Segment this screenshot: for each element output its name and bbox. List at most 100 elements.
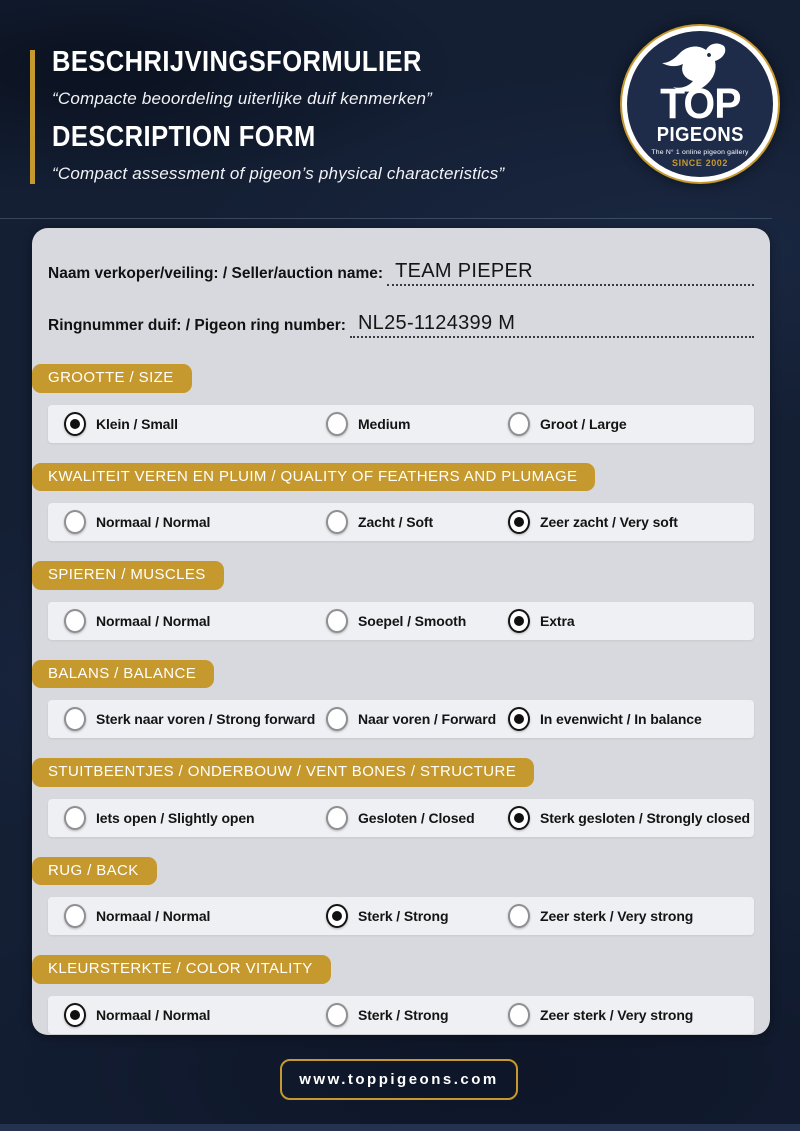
ring-number-field: Ringnummer duif: / Pigeon ring number: N…: [48, 312, 754, 338]
section-balance: BALANS / BALANCE Sterk naar voren / Stro…: [32, 659, 770, 738]
radio-button[interactable]: [508, 608, 530, 633]
radio-option[interactable]: In evenwicht / In balance: [508, 707, 754, 731]
section-muscles: SPIEREN / MUSCLES Normaal / Normal Soepe…: [32, 561, 770, 640]
radio-button[interactable]: [508, 707, 530, 731]
radio-option[interactable]: Soepel / Smooth: [326, 608, 508, 633]
options-row: Normaal / Normal Sterk / Strong Zeer ste…: [48, 995, 754, 1034]
logo-word-pigeons: PIGEONS: [656, 124, 744, 147]
radio-label: Sterk gesloten / Strongly closed: [540, 809, 750, 826]
section-title-badge: SPIEREN / MUSCLES: [32, 561, 224, 590]
website-url: www.toppigeons.com: [299, 1071, 499, 1088]
radio-label: Iets open / Slightly open: [96, 809, 255, 826]
options-row: Normaal / Normal Zacht / Soft Zeer zacht…: [48, 503, 754, 541]
radio-button[interactable]: [326, 707, 348, 731]
section-title-badge: KLEURSTERKTE / COLOR VITALITY: [32, 955, 331, 984]
radio-button[interactable]: [64, 510, 86, 534]
section-color-vitality: KLEURSTERKTE / COLOR VITALITY Normaal / …: [32, 955, 770, 1034]
radio-option[interactable]: Normaal / Normal: [64, 608, 326, 633]
radio-option[interactable]: Sterk naar voren / Strong forward: [64, 707, 326, 731]
section-back: RUG / BACK Normaal / Normal Sterk / Stro…: [32, 856, 770, 935]
radio-label: Sterk naar voren / Strong forward: [96, 711, 316, 727]
radio-button[interactable]: [326, 904, 348, 928]
radio-button[interactable]: [508, 1002, 530, 1027]
radio-option[interactable]: Normaal / Normal: [64, 904, 326, 928]
radio-button[interactable]: [326, 510, 348, 534]
dove-icon: [662, 43, 726, 92]
radio-option[interactable]: Groot / Large: [508, 411, 754, 436]
radio-label: In evenwicht / In balance: [540, 711, 702, 727]
header: BESCHRIJVINGSFORMULIER “Compacte beoorde…: [30, 46, 590, 196]
radio-option[interactable]: Klein / Small: [64, 411, 326, 436]
radio-option[interactable]: Sterk gesloten / Strongly closed: [508, 805, 754, 830]
radio-option[interactable]: Sterk / Strong: [326, 1002, 508, 1027]
form-title-english: DESCRIPTION FORM: [52, 121, 316, 153]
radio-button[interactable]: [508, 904, 530, 928]
radio-option[interactable]: Gesloten / Closed: [326, 805, 508, 830]
radio-option[interactable]: Sterk / Strong: [326, 904, 508, 928]
radio-label: Sterk / Strong: [358, 1006, 449, 1023]
radio-button[interactable]: [326, 608, 348, 633]
radio-label: Normaal / Normal: [96, 1006, 211, 1023]
radio-option[interactable]: Iets open / Slightly open: [64, 805, 326, 830]
form-title-dutch: BESCHRIJVINGSFORMULIER: [52, 46, 422, 78]
logo-tagline: The N° 1 online pigeon gallery: [651, 149, 749, 157]
radio-label: Zeer sterk / Very strong: [540, 908, 694, 924]
radio-label: Medium: [358, 415, 411, 432]
section-title-badge: KWALITEIT VEREN EN PLUIM / QUALITY OF FE…: [32, 462, 596, 491]
radio-button[interactable]: [64, 411, 86, 436]
radio-option[interactable]: Zeer sterk / Very strong: [508, 1002, 754, 1027]
options-row: Klein / Small Medium Groot / Large: [48, 404, 754, 443]
top-pigeons-logo: TOP PIGEONS The N° 1 online pigeon galle…: [620, 24, 780, 184]
radio-button[interactable]: [508, 805, 530, 830]
logo-since-badge: SINCE 2002: [671, 158, 729, 169]
radio-option[interactable]: Medium: [326, 411, 508, 436]
radio-option[interactable]: Naar voren / Forward: [326, 707, 508, 731]
radio-label: Zacht / Soft: [358, 514, 434, 530]
radio-button[interactable]: [326, 411, 348, 436]
radio-option[interactable]: Normaal / Normal: [64, 510, 326, 534]
section-title-badge: STUITBEENTJES / ONDERBOUW / VENT BONES /…: [32, 758, 535, 787]
radio-button[interactable]: [64, 805, 86, 830]
radio-option[interactable]: Zeer zacht / Very soft: [508, 510, 754, 534]
radio-button[interactable]: [326, 1002, 348, 1027]
section-title-badge: RUG / BACK: [32, 856, 157, 885]
radio-button[interactable]: [64, 707, 86, 731]
radio-button[interactable]: [64, 608, 86, 633]
seller-name-label: Naam verkoper/veiling: / Seller/auction …: [48, 265, 384, 282]
ring-number-value: NL25-1124399 M: [357, 312, 516, 334]
section-title-badge: BALANS / BALANCE: [32, 659, 215, 688]
radio-button[interactable]: [508, 510, 530, 534]
radio-label: Naar voren / Forward: [358, 711, 497, 727]
gold-accent-bar: [30, 50, 35, 184]
radio-label: Normaal / Normal: [96, 612, 211, 629]
description-form-panel: Naam verkoper/veiling: / Seller/auction …: [32, 228, 770, 1035]
section-vent-bones: STUITBEENTJES / ONDERBOUW / VENT BONES /…: [32, 758, 770, 837]
ring-number-input[interactable]: NL25-1124399 M: [349, 312, 754, 338]
radio-button[interactable]: [64, 1002, 86, 1027]
options-row: Sterk naar voren / Strong forward Naar v…: [48, 700, 754, 738]
radio-option[interactable]: Zeer sterk / Very strong: [508, 904, 754, 928]
radio-button[interactable]: [64, 904, 86, 928]
radio-label: Sterk / Strong: [358, 908, 449, 924]
radio-label: Groot / Large: [540, 415, 627, 432]
header-divider-line: [0, 218, 772, 219]
radio-option[interactable]: Extra: [508, 608, 754, 633]
seller-name-input[interactable]: TEAM PIEPER: [387, 260, 754, 286]
radio-label: Zeer zacht / Very soft: [540, 514, 678, 530]
ring-number-label: Ringnummer duif: / Pigeon ring number:: [48, 317, 346, 334]
options-row: Normaal / Normal Sterk / Strong Zeer ste…: [48, 897, 754, 935]
radio-option[interactable]: Normaal / Normal: [64, 1002, 326, 1027]
radio-label: Normaal / Normal: [96, 908, 211, 924]
logo-word-top: TOP: [659, 79, 741, 128]
form-subtitle-dutch: “Compacte beoordeling uiterlijke duif ke…: [52, 89, 433, 108]
options-row: Iets open / Slightly open Gesloten / Clo…: [48, 798, 754, 837]
radio-option[interactable]: Zacht / Soft: [326, 510, 508, 534]
radio-label: Klein / Small: [96, 415, 178, 432]
seller-name-field: Naam verkoper/veiling: / Seller/auction …: [48, 260, 754, 286]
seller-name-value: TEAM PIEPER: [395, 260, 533, 282]
radio-label: Normaal / Normal: [96, 514, 211, 530]
radio-button[interactable]: [326, 805, 348, 830]
radio-button[interactable]: [508, 411, 530, 436]
section-size: GROOTTE / SIZE Klein / Small Medium Groo…: [32, 364, 770, 443]
website-button[interactable]: www.toppigeons.com: [280, 1059, 518, 1100]
